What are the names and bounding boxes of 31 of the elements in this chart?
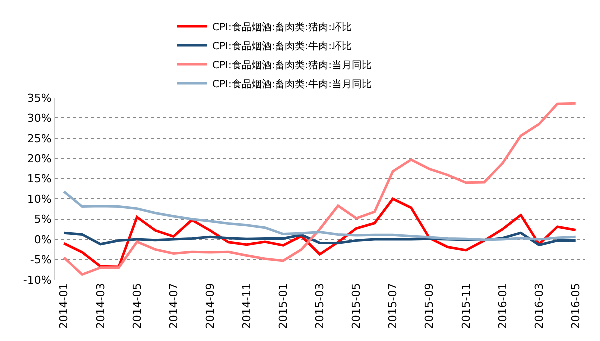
y-tick-label: 15%: [27, 172, 52, 186]
legend-label: CPI:食品烟酒:畜肉类:猪肉:当月同比: [212, 59, 372, 72]
y-tick-label: 5%: [34, 213, 52, 226]
y-tick-label: 30%: [27, 112, 52, 126]
x-tick-label: 2014-01: [58, 283, 71, 330]
x-tick-label: 2015-11: [460, 283, 473, 330]
legend-label: CPI:食品烟酒:畜肉类:牛肉:环比: [212, 40, 352, 52]
line-series: [62, 102, 578, 276]
y-tick-label: 35%: [27, 92, 52, 105]
x-tick-label: 2014-09: [204, 283, 217, 330]
y-tick-label: 25%: [27, 132, 52, 146]
x-tick-label: 2015-01: [277, 283, 290, 330]
legend-label: CPI:食品烟酒:畜肉类:猪肉:环比: [212, 21, 352, 34]
x-tick-label: 2016-05: [569, 283, 582, 330]
x-tick-label: 2014-07: [167, 283, 180, 330]
x-tick-label: 2014-11: [240, 283, 254, 330]
y-tick-label: -10%: [23, 274, 52, 287]
x-tick-label: 2015-05: [350, 283, 364, 330]
x-tick-label: 2016-01: [496, 283, 510, 330]
line-series: [62, 190, 578, 242]
x-tick-label: 2015-09: [423, 283, 436, 330]
y-tick-label: -5%: [30, 254, 52, 267]
y-tick-label: 20%: [27, 152, 52, 166]
y-tick-label: 0%: [34, 233, 52, 246]
x-tick-label: 2015-07: [386, 283, 400, 330]
x-tick-label: 2015-03: [314, 283, 327, 330]
x-tick-label: 2014-03: [94, 283, 108, 330]
legend-label: CPI:食品烟酒:畜肉类:牛肉:当月同比: [212, 78, 372, 90]
x-tick-label: 2014-05: [130, 283, 144, 330]
y-tick-label: 10%: [27, 192, 52, 206]
x-tick-label: 2016-03: [532, 283, 546, 330]
